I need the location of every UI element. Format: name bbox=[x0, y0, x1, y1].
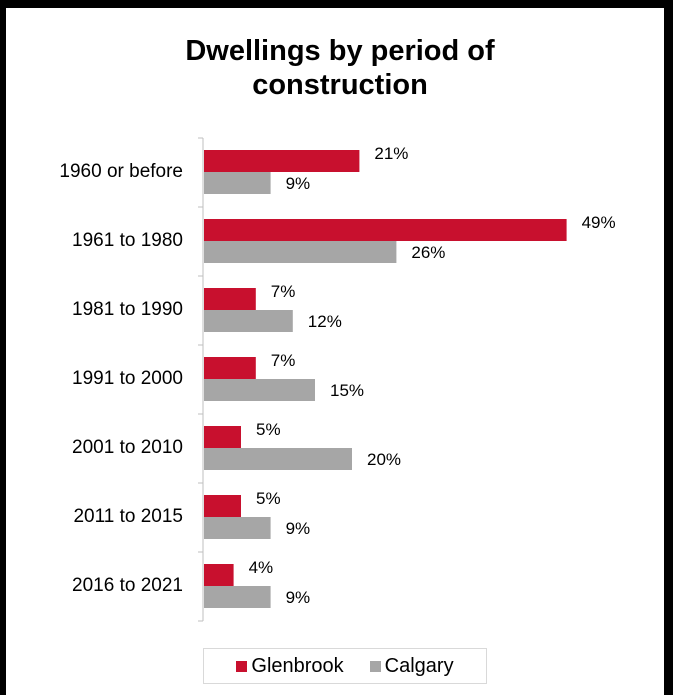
bar-calgary-2016-to-2021 bbox=[204, 586, 271, 608]
chart-legend: Glenbrook Calgary bbox=[203, 648, 487, 684]
data-label-calgary-1960-or-before: 9% bbox=[286, 174, 311, 193]
legend-swatch-glenbrook bbox=[236, 660, 248, 672]
data-label-glenbrook-2011-to-2015: 5% bbox=[256, 489, 281, 508]
chart-title-line1: Dwellings by period of bbox=[185, 35, 495, 67]
data-label-calgary-2001-to-2010: 20% bbox=[367, 450, 401, 469]
bar-glenbrook-1981-to-1990 bbox=[204, 288, 256, 310]
data-label-calgary-1991-to-2000: 15% bbox=[330, 381, 364, 400]
frame-border-top bbox=[0, 0, 673, 8]
legend-swatch-calgary bbox=[369, 660, 381, 672]
bar-calgary-1991-to-2000 bbox=[204, 379, 315, 401]
chart-title-line2: construction bbox=[252, 69, 428, 101]
category-label-1960-or-before: 1960 or before bbox=[59, 161, 183, 182]
bar-glenbrook-1960-or-before bbox=[204, 150, 360, 172]
category-label-1981-to-1990: 1981 to 1990 bbox=[72, 299, 183, 320]
legend-label-calgary: Calgary bbox=[384, 654, 454, 677]
legend-label-glenbrook: Glenbrook bbox=[251, 654, 344, 677]
bar-glenbrook-2016-to-2021 bbox=[204, 564, 234, 586]
data-label-glenbrook-1961-to-1980: 49% bbox=[582, 213, 616, 232]
chart-title: Dwellings by period of construction bbox=[30, 34, 650, 102]
data-label-calgary-1961-to-1980: 26% bbox=[411, 243, 445, 262]
category-label-1961-to-1980: 1961 to 1980 bbox=[72, 230, 183, 251]
bar-glenbrook-2011-to-2015 bbox=[204, 495, 241, 517]
bar-calgary-2001-to-2010 bbox=[204, 448, 352, 470]
data-label-calgary-1981-to-1990: 12% bbox=[308, 312, 342, 331]
legend-item-calgary: Calgary bbox=[369, 654, 454, 678]
category-label-2001-to-2010: 2001 to 2010 bbox=[72, 437, 183, 458]
frame-border-left bbox=[0, 0, 6, 695]
data-label-glenbrook-2001-to-2010: 5% bbox=[256, 420, 281, 439]
data-label-glenbrook-2016-to-2021: 4% bbox=[249, 558, 274, 577]
bar-calgary-1960-or-before bbox=[204, 172, 271, 194]
bar-calgary-2011-to-2015 bbox=[204, 517, 271, 539]
bar-glenbrook-2001-to-2010 bbox=[204, 426, 241, 448]
data-label-glenbrook-1960-or-before: 21% bbox=[374, 144, 408, 163]
legend-item-glenbrook: Glenbrook bbox=[236, 654, 344, 678]
data-label-glenbrook-1991-to-2000: 7% bbox=[271, 351, 296, 370]
data-label-calgary-2016-to-2021: 9% bbox=[286, 588, 311, 607]
category-label-2016-to-2021: 2016 to 2021 bbox=[72, 575, 183, 596]
data-label-calgary-2011-to-2015: 9% bbox=[286, 519, 311, 538]
frame-border-right bbox=[664, 0, 673, 695]
bar-calgary-1981-to-1990 bbox=[204, 310, 293, 332]
data-label-glenbrook-1981-to-1990: 7% bbox=[271, 282, 296, 301]
bar-glenbrook-1991-to-2000 bbox=[204, 357, 256, 379]
bar-calgary-1961-to-1980 bbox=[204, 241, 397, 263]
category-label-1991-to-2000: 1991 to 2000 bbox=[72, 368, 183, 389]
category-label-2011-to-2015: 2011 to 2015 bbox=[73, 506, 183, 527]
bar-glenbrook-1961-to-1980 bbox=[204, 219, 567, 241]
